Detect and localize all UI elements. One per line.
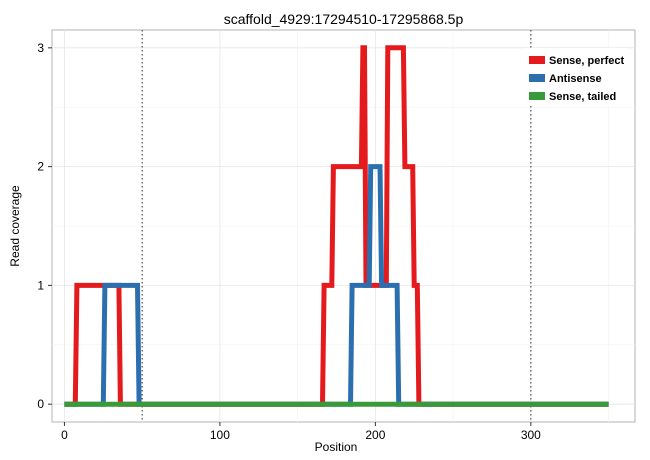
series-line: [64, 164, 609, 407]
series-layer: [64, 45, 609, 407]
y-axis: 0 1 2 3: [37, 41, 52, 411]
legend-swatch: [529, 56, 545, 64]
x-tick-label: 100: [210, 428, 230, 442]
x-axis-label: Position: [315, 440, 358, 454]
legend-label: Sense, perfect: [549, 55, 625, 67]
chart-title: scaffold_4929:17294510-17295868.5p: [224, 11, 464, 27]
legend-swatch: [529, 92, 545, 100]
y-tick-label: 0: [37, 397, 44, 411]
legend-swatch: [529, 74, 545, 82]
x-tick-label: 200: [365, 428, 385, 442]
x-axis: 0 100 200 300: [61, 422, 541, 442]
series-line: [64, 45, 609, 407]
legend-label: Antisense: [549, 73, 602, 85]
legend-label: Sense, tailed: [549, 91, 616, 103]
y-axis-label: Read coverage: [8, 185, 22, 267]
y-tick-label: 3: [37, 41, 44, 55]
legend: Sense, perfect Antisense Sense, tailed: [525, 48, 629, 106]
x-tick-label: 0: [61, 428, 68, 442]
grid: [52, 30, 635, 422]
y-tick-label: 1: [37, 278, 44, 292]
y-tick-label: 2: [37, 160, 44, 174]
x-tick-label: 300: [521, 428, 541, 442]
